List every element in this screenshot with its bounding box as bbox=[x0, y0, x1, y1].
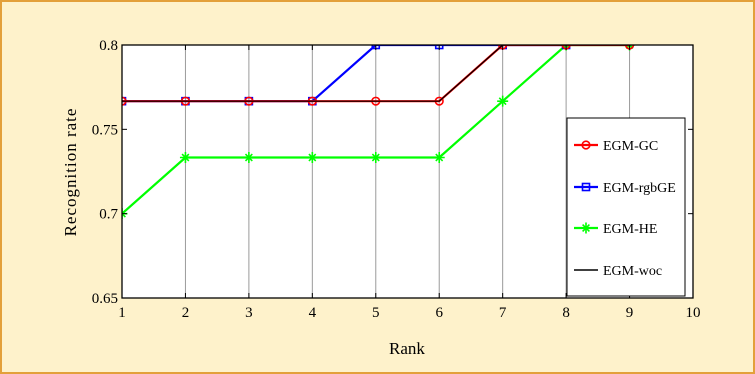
y-axis-ticks: 0.65 0.7 0.75 0.8 bbox=[92, 38, 693, 307]
x-tick-label: 4 bbox=[309, 305, 317, 321]
y-axis-title: Recognition rate bbox=[61, 108, 80, 237]
x-tick-label: 6 bbox=[435, 305, 443, 321]
y-tick-label: 0.8 bbox=[99, 38, 118, 54]
legend-label: EGM-GC bbox=[603, 139, 658, 154]
legend-box bbox=[566, 117, 686, 297]
legend-item-EGM-HE: EGM-HE bbox=[574, 222, 657, 237]
data-point bbox=[370, 152, 382, 164]
legend-label: EGM-woc bbox=[603, 264, 662, 279]
x-tick-label: 5 bbox=[372, 305, 380, 321]
series-EGM-HE bbox=[122, 45, 636, 220]
data-point bbox=[243, 152, 255, 164]
data-point bbox=[581, 140, 591, 150]
x-axis-title: Rank bbox=[389, 339, 425, 358]
y-tick-label: 0.7 bbox=[99, 207, 118, 223]
data-point bbox=[179, 152, 191, 164]
x-tick-label: 8 bbox=[562, 305, 570, 321]
legend-label: EGM-HE bbox=[603, 222, 657, 237]
x-tick-label: 9 bbox=[626, 305, 634, 321]
data-point bbox=[433, 152, 445, 164]
x-tick-label: 2 bbox=[182, 305, 190, 321]
series-EGM-woc bbox=[122, 45, 631, 102]
x-tick-label: 3 bbox=[245, 305, 253, 321]
data-point bbox=[581, 182, 591, 192]
x-tick-label: 10 bbox=[686, 305, 701, 321]
series-line bbox=[122, 45, 631, 102]
x-tick-label: 7 bbox=[499, 305, 507, 321]
legend-item-EGM-woc: EGM-woc bbox=[574, 264, 662, 279]
x-tick-label: 1 bbox=[118, 305, 126, 321]
series-line bbox=[122, 45, 632, 215]
grid-lines bbox=[184, 45, 631, 298]
data-point bbox=[497, 95, 509, 107]
y-tick-label: 0.65 bbox=[92, 291, 118, 307]
y-tick-label: 0.75 bbox=[92, 122, 118, 138]
legend-item-EGM-GC: EGM-GC bbox=[574, 139, 658, 154]
legend: EGM-GC EGM-rgbGE EGM-HE EGM-woc bbox=[566, 117, 686, 297]
x-axis-ticks: 1 2 3 4 5 6 7 8 9 10 bbox=[118, 45, 701, 321]
legend-label: EGM-rgbGE bbox=[603, 181, 676, 196]
plot-border bbox=[121, 44, 694, 299]
data-point bbox=[306, 152, 318, 164]
data-point bbox=[580, 222, 592, 234]
legend-item-EGM-rgbGE: EGM-rgbGE bbox=[574, 181, 676, 196]
